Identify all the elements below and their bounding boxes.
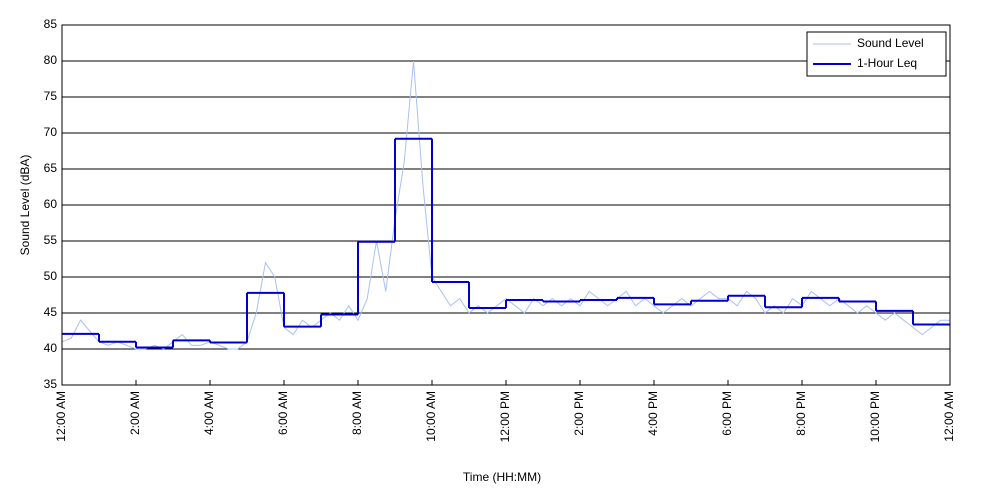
x-tick-label: 4:00 PM [646,391,660,436]
x-tick-label: 12:00 AM [942,391,956,442]
x-tick-label: 6:00 PM [720,391,734,436]
y-tick-label: 55 [44,233,58,247]
y-tick-label: 65 [44,161,58,175]
y-tick-label: 35 [44,377,58,391]
legend-box [806,31,947,77]
y-tick-label: 75 [44,89,58,103]
y-axis-label: Sound Level (dBA) [18,155,32,256]
y-tick-label: 70 [44,125,58,139]
legend-label: Sound Level [857,36,924,50]
y-tick-label: 50 [44,269,58,283]
x-tick-label: 8:00 PM [794,391,808,436]
y-tick-label: 80 [44,53,58,67]
x-tick-label: 6:00 AM [276,391,290,435]
x-tick-label: 4:00 AM [202,391,216,435]
x-tick-label: 12:00 AM [54,391,68,442]
x-tick-label: 12:00 PM [498,391,512,442]
y-tick-label: 45 [44,305,58,319]
plot-frame [61,24,951,386]
x-axis-label: Time (HH:MM) [463,470,541,484]
y-tick-label: 40 [44,341,58,355]
y-tick-label: 60 [44,197,58,211]
x-tick-label: 8:00 AM [350,391,364,435]
legend-label: 1-Hour Leq [857,56,917,70]
x-tick-label: 2:00 PM [572,391,586,436]
x-tick-label: 10:00 AM [424,391,438,442]
y-tick-label: 85 [44,17,58,31]
x-tick-label: 2:00 AM [128,391,142,435]
x-tick-label: 10:00 PM [868,391,882,442]
